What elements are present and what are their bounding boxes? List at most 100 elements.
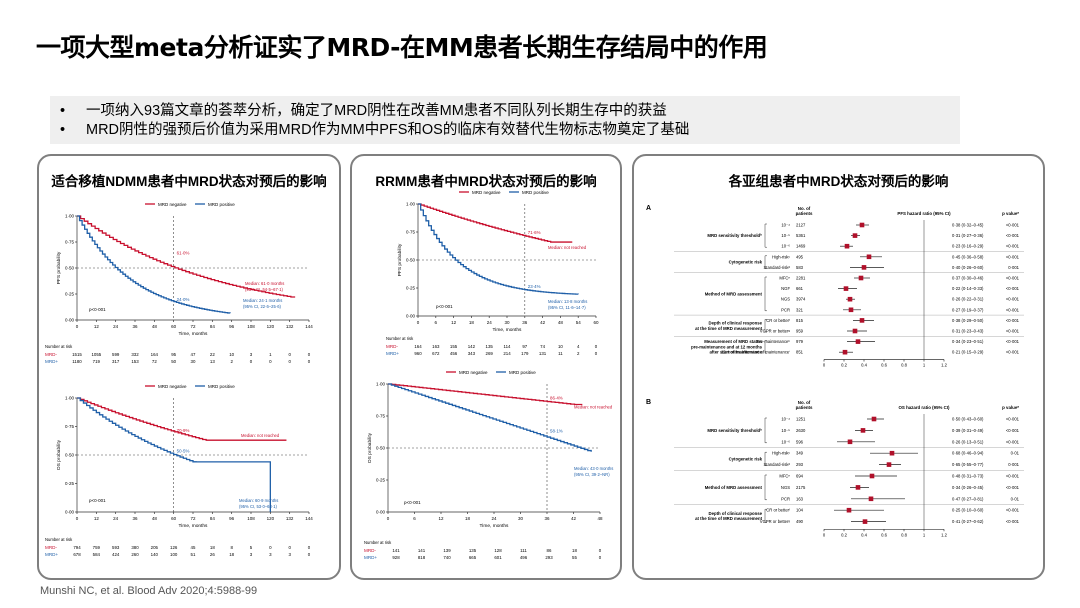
risk-value: 0 xyxy=(308,352,311,357)
subgroup-label: Standard-riskᵈ xyxy=(764,265,791,270)
group-label: Depth of clinical response xyxy=(709,511,763,516)
subgroup-label: High-riskᶜ xyxy=(772,254,791,259)
risk-row-label: MRD+ xyxy=(45,552,58,557)
hr-point xyxy=(868,496,874,502)
panel-title: 适合移植NDMM患者中MRD状态对预后的影响 xyxy=(51,174,327,189)
x-tick-label: 144 xyxy=(305,324,313,329)
group-label: Depth of clinical response xyxy=(709,321,763,326)
subgroup-label: 12 months after start of maintenanceⁱ xyxy=(721,350,790,355)
y-tick-label: 0·00 xyxy=(376,510,386,515)
x-tick-label: 42 xyxy=(571,516,577,521)
forest-x-tick-label: 0.2 xyxy=(841,363,847,368)
median-positive-line2: (95% CI, 11·6–14·7) xyxy=(548,305,586,310)
median-positive-line1: Median: 43·0 months xyxy=(574,466,613,471)
risk-value: 332 xyxy=(131,352,139,357)
risk-value: 141 xyxy=(418,548,426,553)
risk-value: 0 xyxy=(595,351,598,356)
subgroup-label: High-riskᶜ xyxy=(772,451,791,456)
hr-ci-value: 0·38 (0·32–0·45) xyxy=(952,223,984,228)
legend-positive: MRD positive xyxy=(208,202,235,207)
hr-ci-value: 0·68 (0·46–0·94) xyxy=(952,451,984,456)
patient-count: 661 xyxy=(796,286,804,291)
landmark-label-positive: 58·1% xyxy=(550,429,563,434)
header-patients: patients xyxy=(796,211,813,216)
legend-positive: MRD positive xyxy=(522,190,549,195)
risk-value: 18 xyxy=(572,548,577,553)
risk-value: 3 xyxy=(250,352,253,357)
x-tick-label: 0 xyxy=(76,324,79,329)
risk-value: 22 xyxy=(210,352,215,357)
group-bracket xyxy=(764,340,767,354)
patient-count: 3974 xyxy=(796,297,806,302)
risk-value: 153 xyxy=(131,359,139,364)
group-bracket xyxy=(764,451,767,466)
p-value: <0·001 xyxy=(1006,329,1020,334)
risk-value: 30 xyxy=(191,359,196,364)
risk-value: 293 xyxy=(545,555,553,560)
bullet-item: MRD阴性的强预后价值为采用MRD作为MM中PFS和OS的临床有效替代生物标志物… xyxy=(60,121,950,140)
p-value: 0·001 xyxy=(1008,462,1019,467)
p-value: p<0·001 xyxy=(89,307,106,312)
group-label: after start of maintenance xyxy=(709,350,762,355)
risk-value: 10 xyxy=(558,344,563,349)
patient-count: 815 xyxy=(796,318,804,323)
risk-row-label: MRD+ xyxy=(386,351,399,356)
x-tick-label: 24 xyxy=(487,320,493,325)
risk-value: 599 xyxy=(112,352,120,357)
risk-value: 10 xyxy=(229,352,234,357)
median-negative-line2: (95% CI, 54·5–67·1) xyxy=(245,287,284,292)
risk-value: 672 xyxy=(432,351,440,356)
patient-count: 979 xyxy=(796,339,804,344)
hr-point xyxy=(869,473,875,479)
p-value: <0·001 xyxy=(1006,307,1020,312)
p-value: <0·001 xyxy=(1006,254,1020,259)
x-tick-label: 6 xyxy=(413,516,416,521)
forest-x-tick-label: 0.4 xyxy=(861,363,867,368)
group-label: at the time of MRD measurement xyxy=(695,516,762,521)
risk-value: 135 xyxy=(469,548,477,553)
x-tick-label: 96 xyxy=(229,324,235,329)
y-tick-label: 0·75 xyxy=(65,424,75,429)
y-axis-label: OS probability xyxy=(56,439,62,470)
x-tick-label: 30 xyxy=(504,320,510,325)
subgroup-label: NGF xyxy=(781,286,790,291)
risk-value: 740 xyxy=(443,555,451,560)
hr-ci-value: 0·37 (0·30–0·46) xyxy=(952,276,984,281)
subgroup-label: 10⁻⁴ xyxy=(781,417,790,422)
y-tick-label: 1·00 xyxy=(65,396,75,401)
risk-value: 665 xyxy=(469,555,477,560)
y-tick-label: 0·50 xyxy=(376,446,386,451)
patient-count: 2127 xyxy=(796,223,806,228)
forest-panel-letter: A xyxy=(646,205,651,212)
group-bracket xyxy=(764,508,767,523)
risk-value: 496 xyxy=(520,555,528,560)
x-tick-label: 30 xyxy=(518,516,524,521)
risk-value: 719 xyxy=(93,359,101,364)
subgroup-label: MFCᵉ xyxy=(779,276,790,281)
risk-value: 47 xyxy=(191,352,196,357)
risk-value: 131 xyxy=(539,351,547,356)
x-tick-label: 36 xyxy=(132,324,138,329)
x-tick-label: 24 xyxy=(113,516,119,521)
risk-value: 135 xyxy=(486,344,494,349)
hr-point xyxy=(859,318,865,323)
forest-x-tick-label: 0.6 xyxy=(881,363,887,368)
risk-value: 260 xyxy=(131,552,139,557)
risk-value: 0 xyxy=(308,545,311,550)
x-tick-label: 108 xyxy=(247,516,255,521)
page-title: 一项大型meta分析证实了MRD-在MM患者长期生存结局中的作用 xyxy=(36,33,768,62)
x-tick-label: 12 xyxy=(94,516,100,521)
hr-point xyxy=(848,307,854,313)
legend-negative: MRD negative xyxy=(158,202,187,207)
risk-value: 18 xyxy=(210,545,215,550)
hr-ci-value: 0·27 (0·19–0·37) xyxy=(952,307,984,312)
header-no-of: No. of xyxy=(798,206,811,211)
hr-point xyxy=(846,507,852,513)
risk-table-header: Number at risk xyxy=(45,344,73,349)
x-tick-label: 36 xyxy=(132,516,138,521)
p-value: 0·001 xyxy=(1008,265,1019,270)
subgroup-label: Standard-riskᵈ xyxy=(764,462,791,467)
x-tick-label: 132 xyxy=(286,324,294,329)
hr-point xyxy=(861,265,867,270)
subgroup-label: NGS xyxy=(781,297,790,302)
